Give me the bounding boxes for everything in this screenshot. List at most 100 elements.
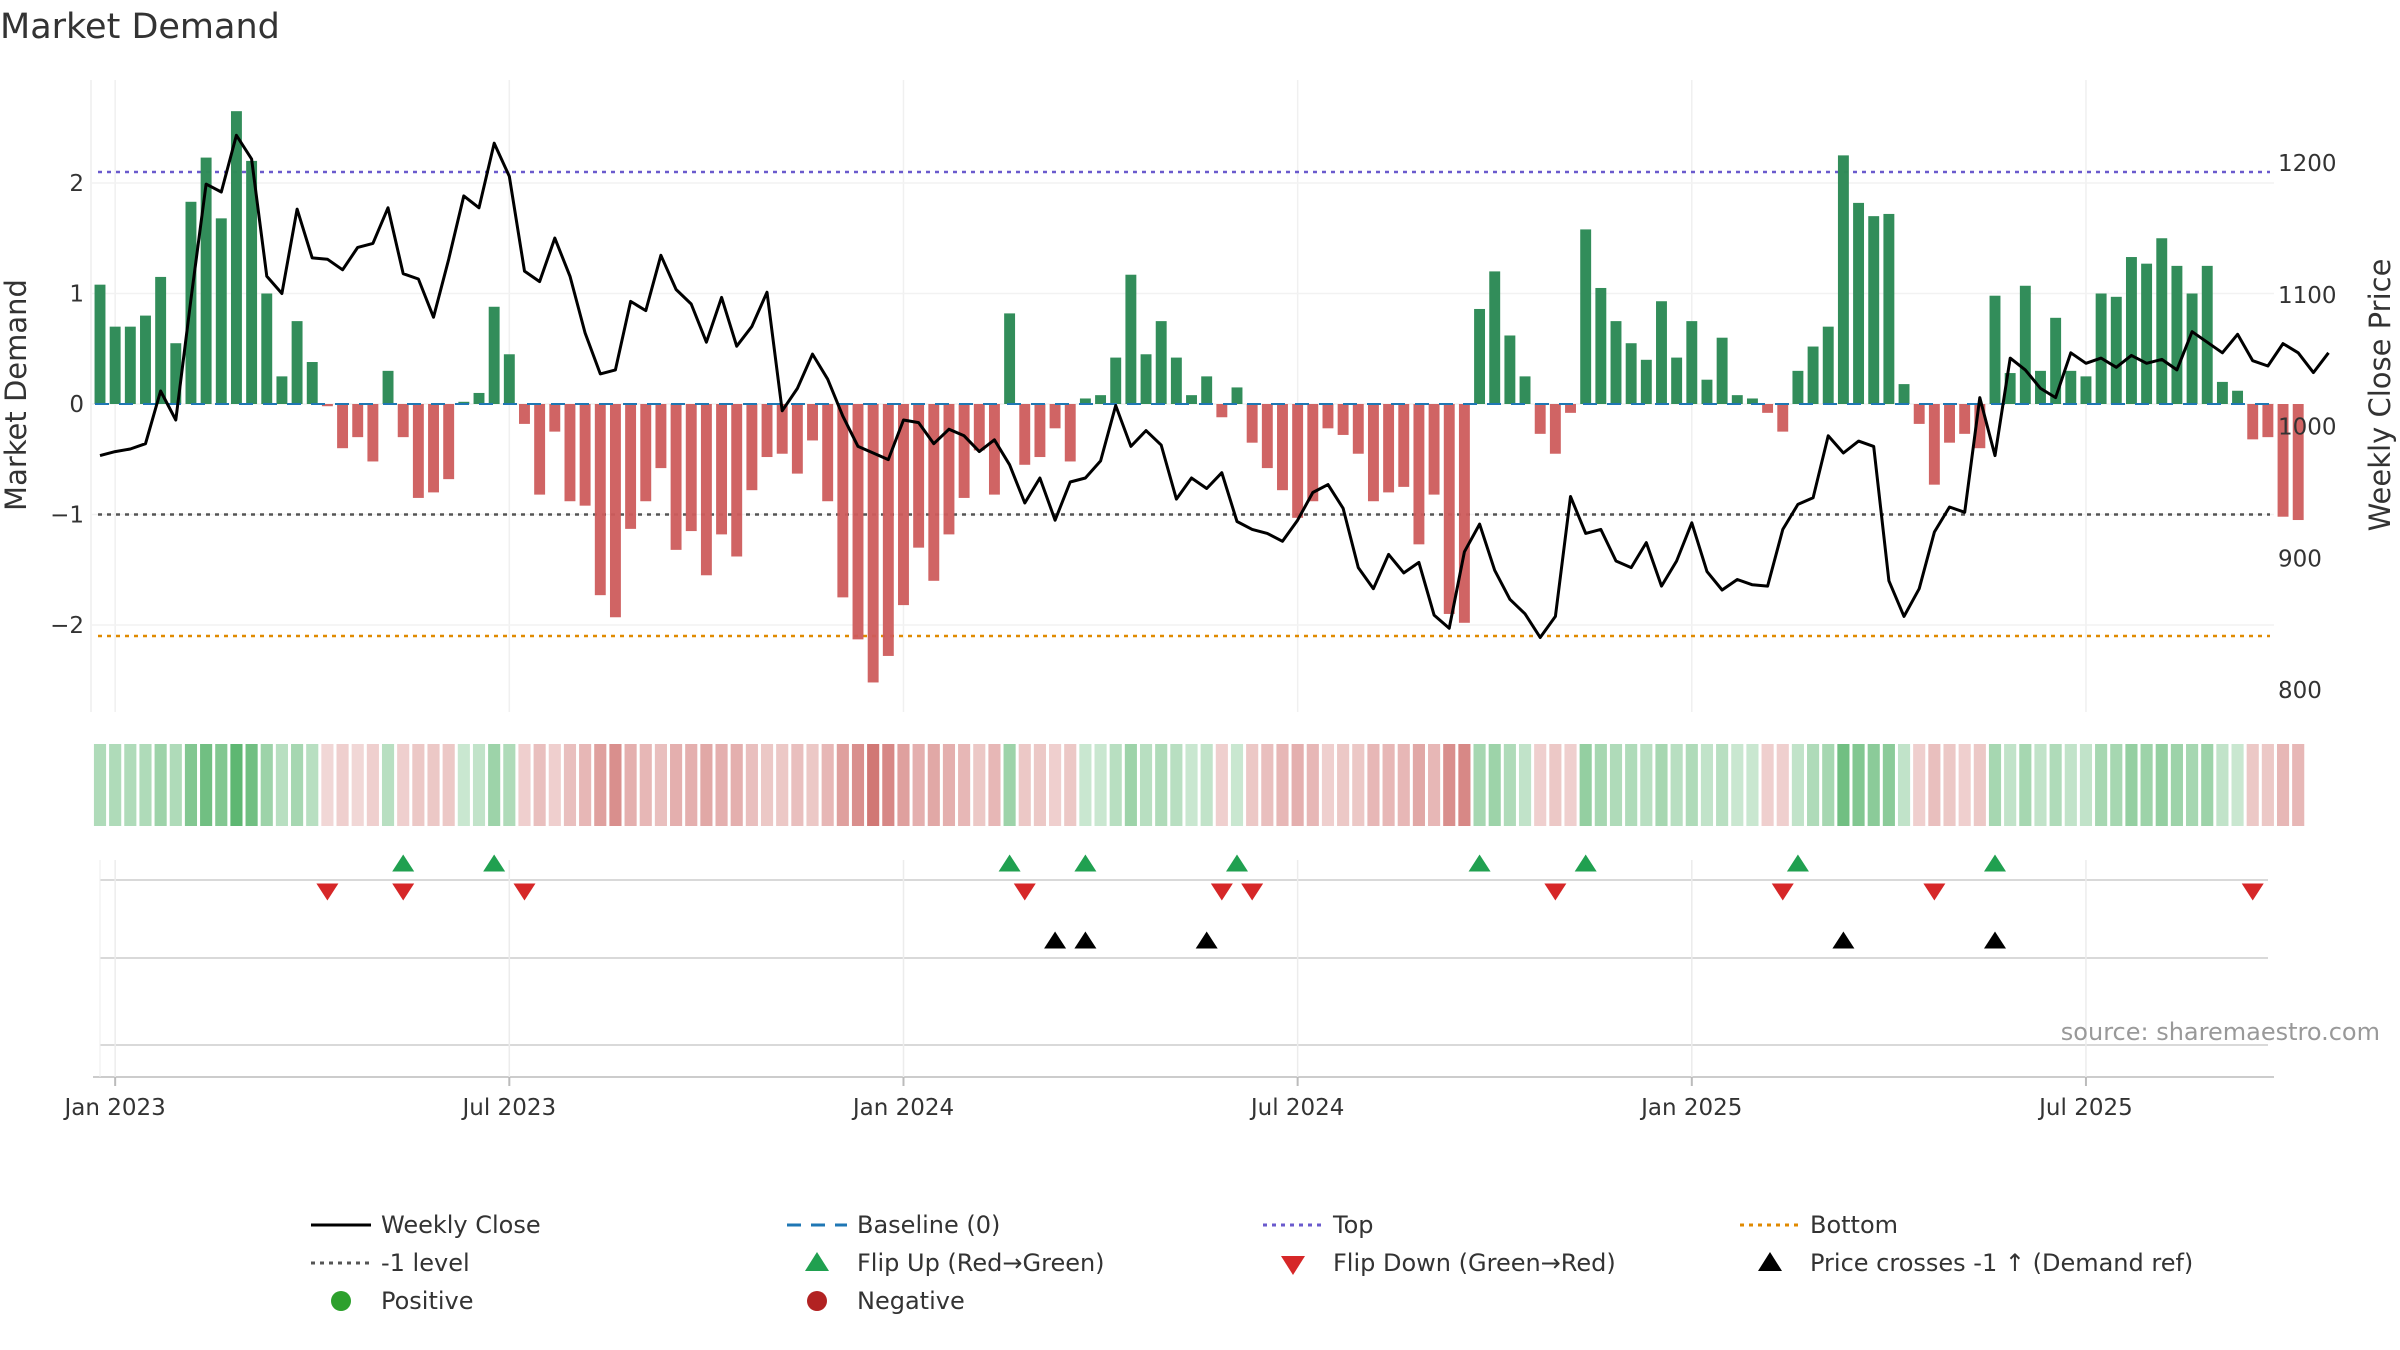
legend-label: -1 level xyxy=(381,1249,470,1277)
flip-up-marker xyxy=(1468,854,1491,872)
strip-cell xyxy=(1124,744,1137,826)
strip-cell xyxy=(1306,744,1319,826)
negative-demand-bar xyxy=(640,404,652,502)
legend: Weekly Close Baseline (0) Top Bottom -1 … xyxy=(311,1211,2193,1315)
strip-cell xyxy=(1155,744,1168,826)
positive-demand-bar xyxy=(2232,390,2244,404)
x-tick-label: Jan 2024 xyxy=(851,1095,954,1121)
strip-cell xyxy=(200,744,213,826)
positive-demand-bar xyxy=(1125,274,1137,404)
negative-demand-bar xyxy=(1928,404,1940,485)
strip-cell xyxy=(2079,744,2093,826)
strip-cell xyxy=(2216,744,2229,826)
negative-demand-bar xyxy=(807,404,818,441)
negative-demand-bar xyxy=(716,404,728,535)
positive-demand-bar xyxy=(1595,287,1607,404)
positive-demand-bar xyxy=(1701,379,1713,404)
positive-demand-bar xyxy=(1731,395,1743,404)
positive-demand-bar xyxy=(291,321,303,404)
x-tick-label: Jul 2025 xyxy=(2037,1095,2133,1121)
positive-demand-bar xyxy=(2125,257,2137,404)
strip-cell xyxy=(1609,744,1623,826)
negative-demand-bar xyxy=(609,404,621,618)
y-tick-label: 1 xyxy=(69,282,84,308)
strip-cell xyxy=(942,744,956,826)
legend-flip-down-triangle-icon xyxy=(1281,1256,1305,1275)
strip-cell xyxy=(124,744,137,826)
negative-demand-bar xyxy=(1292,404,1304,518)
strip-cell xyxy=(548,744,561,826)
strip-cell xyxy=(1685,744,1698,826)
strip-cell xyxy=(321,744,334,826)
negative-demand-bar xyxy=(1064,404,1076,462)
negative-demand-bar xyxy=(928,404,940,581)
positive-demand-bar xyxy=(230,111,242,405)
positive-demand-bar xyxy=(200,157,212,404)
strip-cell xyxy=(1246,744,1259,826)
chart-title: Market Demand xyxy=(0,7,280,47)
positive-demand-bar xyxy=(276,376,288,404)
legend-label: Flip Down (Green→Red) xyxy=(1333,1249,1616,1277)
legend-item-flip-down: Flip Down (Green→Red) xyxy=(1281,1249,1616,1277)
strip-cell xyxy=(2276,744,2290,826)
negative-demand-bar xyxy=(988,404,1000,495)
positive-demand-bar xyxy=(1489,271,1501,404)
y2-axis-ticks: 1200 1100 1000 900 800 xyxy=(2278,151,2337,704)
positive-demand-bar xyxy=(2141,263,2153,404)
positive-demand-bar xyxy=(140,315,151,404)
flip-down-markers xyxy=(316,883,2264,901)
strip-cell xyxy=(1170,744,1183,826)
strip-cell xyxy=(1852,744,1865,826)
negative-demand-bar xyxy=(625,404,637,529)
price-cross-marker xyxy=(1984,931,2006,949)
legend-positive-dot-icon xyxy=(331,1291,351,1311)
strip-cell xyxy=(93,744,107,826)
strip-cell xyxy=(670,744,683,826)
positive-demand-bar xyxy=(1989,295,2001,404)
negative-demand-bar xyxy=(791,404,803,474)
positive-demand-bar xyxy=(2065,370,2077,404)
strip-cell xyxy=(1988,744,2002,826)
negative-demand-bar xyxy=(1246,404,1258,443)
legend-item-positive: Positive xyxy=(331,1287,474,1315)
strip-cell xyxy=(275,744,288,826)
positive-demand-bar xyxy=(2171,265,2183,404)
strip-cell xyxy=(1488,744,1501,826)
positive-demand-bar xyxy=(382,370,394,404)
strip-cell xyxy=(1503,744,1516,826)
strip-cell xyxy=(1913,744,1926,826)
negative-demand-bar xyxy=(2277,404,2289,517)
negative-demand-bar xyxy=(594,404,606,596)
price-cross-marker xyxy=(1832,931,1855,949)
positive-demand-bar xyxy=(1474,308,1486,404)
positive-demand-bar xyxy=(1519,376,1531,404)
grid-lines xyxy=(92,80,2274,712)
negative-demand-bar xyxy=(1428,404,1440,495)
strip-cell xyxy=(2201,744,2214,826)
strip-cell xyxy=(1640,744,1653,826)
strip-cell xyxy=(1746,744,1759,826)
positive-demand-bar xyxy=(1231,387,1243,404)
strip-cell xyxy=(1412,744,1425,826)
strip-cell xyxy=(2004,744,2017,826)
strip-cell xyxy=(1337,744,1350,826)
strip-cell xyxy=(1033,744,1046,826)
positive-demand-bar xyxy=(473,392,485,404)
strip-cell xyxy=(533,744,546,826)
negative-demand-bar xyxy=(1367,404,1379,502)
price-cross-marker xyxy=(1195,931,1218,949)
y-tick-label: 0 xyxy=(69,392,84,418)
positive-demand-bar xyxy=(1610,321,1622,404)
flip-down-marker xyxy=(1544,883,1567,901)
strip-cell xyxy=(1837,744,1850,826)
positive-demand-bar xyxy=(1110,357,1122,404)
negative-demand-bar xyxy=(579,404,591,506)
strip-cell xyxy=(2246,744,2259,826)
legend-item-weekly-close: Weekly Close xyxy=(311,1211,541,1239)
main-panel: 2 1 0 −1 −2 1200 1100 1000 900 800 Market Demand… xyxy=(0,80,2397,712)
flip-down-marker xyxy=(1210,883,1233,901)
strip-cell xyxy=(685,744,698,826)
strip-cell xyxy=(1973,744,1986,826)
positive-demand-bar xyxy=(1807,346,1819,404)
strip-cell xyxy=(1791,744,1804,826)
